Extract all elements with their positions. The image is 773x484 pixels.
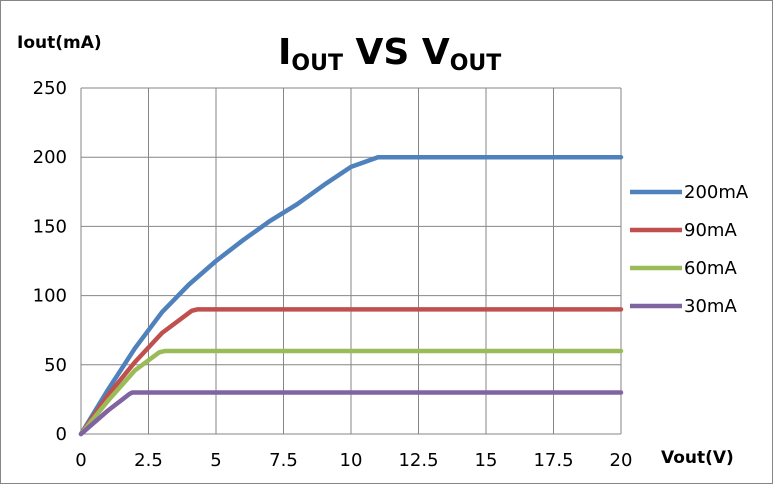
legend-label-60mA: 60mA	[684, 258, 737, 279]
x-tick-label-4: 10	[340, 450, 363, 471]
legend: 200mA 90mA 60mA 30mA	[630, 182, 749, 317]
legend-label-30mA: 30mA	[684, 296, 737, 317]
x-tick-label-0: 0	[75, 450, 86, 471]
y-tick-label-2: 100	[33, 286, 67, 307]
x-tick-label-5: 12.5	[398, 450, 438, 471]
title-out-sub-2: OUT	[450, 51, 502, 76]
y-tick-label-4: 200	[33, 147, 67, 168]
title-i: I	[278, 32, 291, 73]
x-tick-label-1: 2.5	[134, 450, 163, 471]
y-tick-label-3: 150	[33, 216, 67, 237]
x-tick-label-8: 20	[610, 450, 633, 471]
y-tick-label-0: 0	[56, 424, 67, 445]
y-axis-title: Iout(mA)	[17, 33, 102, 53]
x-tick-label-3: 7.5	[269, 450, 298, 471]
x-axis-title: Vout(V)	[661, 448, 734, 468]
x-tick-label-6: 15	[475, 450, 498, 471]
series-lines	[78, 154, 624, 437]
chart-title: IOUT VS VOUT	[278, 32, 501, 76]
axes	[80, 88, 621, 435]
series-line-60mA	[78, 348, 624, 437]
title-out-sub-1: OUT	[291, 51, 343, 76]
series-line-30mA	[78, 390, 624, 437]
x-tick-label-7: 17.5	[533, 450, 573, 471]
series-line-90mA	[78, 307, 624, 437]
y-tick-label-1: 50	[44, 355, 67, 376]
title-vs: VS	[343, 32, 422, 73]
series-line-200mA	[78, 154, 624, 437]
legend-label-200mA: 200mA	[684, 182, 749, 203]
title-v: V	[422, 32, 450, 73]
y-tick-label-5: 250	[33, 78, 67, 99]
legend-label-90mA: 90mA	[684, 220, 737, 241]
x-tick-label-2: 5	[210, 450, 221, 471]
grid	[80, 87, 622, 435]
